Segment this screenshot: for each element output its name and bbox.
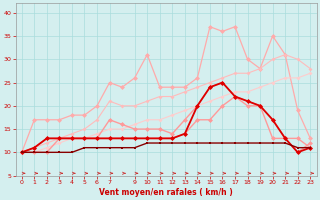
X-axis label: Vent moyen/en rafales ( km/h ): Vent moyen/en rafales ( km/h ) bbox=[99, 188, 233, 197]
